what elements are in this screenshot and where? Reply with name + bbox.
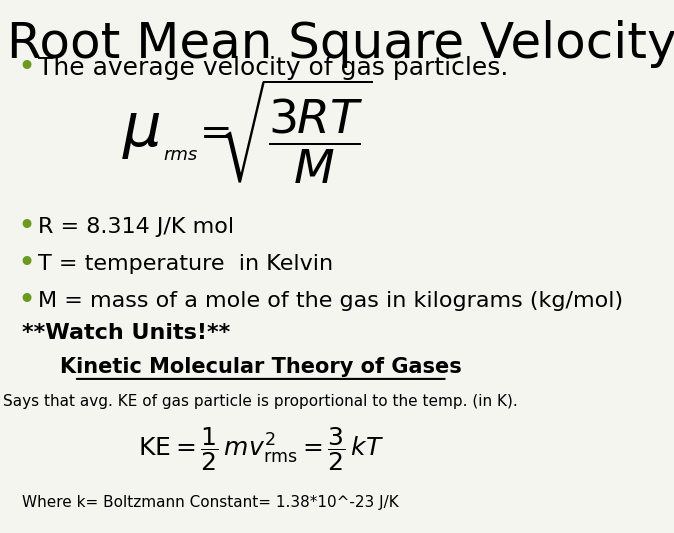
- Text: M = mass of a mole of the gas in kilograms (kg/mol): M = mass of a mole of the gas in kilogra…: [38, 291, 623, 311]
- Text: Kinetic Molecular Theory of Gases: Kinetic Molecular Theory of Gases: [60, 357, 462, 377]
- Text: rms: rms: [163, 146, 197, 164]
- Text: •: •: [17, 286, 35, 316]
- Text: =: =: [200, 115, 233, 153]
- Text: R = 8.314 J/K mol: R = 8.314 J/K mol: [38, 217, 234, 237]
- Text: The average velocity of gas particles.: The average velocity of gas particles.: [38, 55, 508, 79]
- Text: Says that avg. KE of gas particle is proportional to the temp. (in K).: Says that avg. KE of gas particle is pro…: [3, 394, 518, 409]
- Text: T = temperature  in Kelvin: T = temperature in Kelvin: [38, 254, 333, 274]
- Text: Where k= Boltzmann Constant= 1.38*10^-23 J/K: Where k= Boltzmann Constant= 1.38*10^-23…: [22, 495, 399, 510]
- Text: **Watch Units!**: **Watch Units!**: [22, 323, 231, 343]
- Text: •: •: [17, 249, 35, 278]
- Text: •: •: [17, 53, 35, 82]
- Text: •: •: [17, 212, 35, 241]
- Text: $\sqrt{\dfrac{3RT}{M}}$: $\sqrt{\dfrac{3RT}{M}}$: [217, 77, 372, 185]
- Text: $\mathrm{KE} = \dfrac{1}{2}\,mv^2_{\mathrm{rms}} = \dfrac{3}{2}\,kT$: $\mathrm{KE} = \dfrac{1}{2}\,mv^2_{\math…: [137, 425, 384, 473]
- Text: Root Mean Square Velocity: Root Mean Square Velocity: [7, 20, 674, 68]
- Text: $\mu$: $\mu$: [122, 102, 161, 161]
